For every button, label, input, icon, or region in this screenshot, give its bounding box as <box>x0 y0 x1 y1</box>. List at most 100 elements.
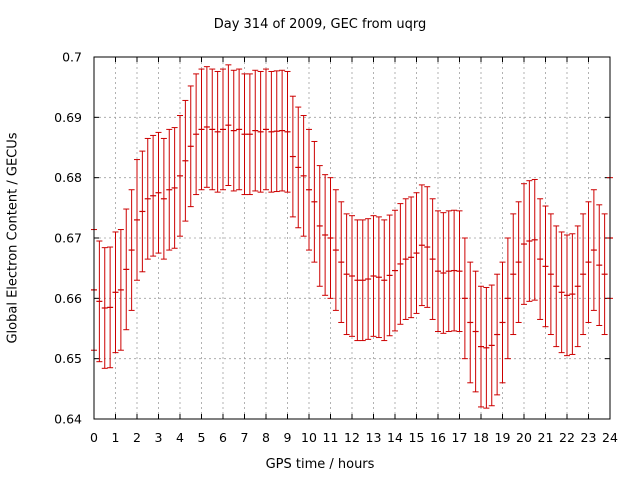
error-bar <box>209 68 216 191</box>
error-bar <box>413 192 420 314</box>
error-bar <box>381 219 388 342</box>
error-bar <box>241 73 248 196</box>
error-bar <box>166 128 173 251</box>
x-tick-label: 18 <box>473 430 489 445</box>
error-bar <box>590 189 597 311</box>
x-tick-label: 4 <box>176 430 184 445</box>
x-tick-label: 12 <box>344 430 360 445</box>
error-bar <box>295 106 302 229</box>
error-bar <box>499 261 506 384</box>
error-bar <box>510 213 517 336</box>
error-bar <box>580 213 587 336</box>
error-bar <box>311 140 318 263</box>
error-bar <box>220 68 226 191</box>
error-bar <box>569 233 576 355</box>
error-bar <box>472 270 479 393</box>
error-bar <box>203 66 210 188</box>
x-tick-label: 3 <box>155 430 163 445</box>
error-bar <box>332 189 339 311</box>
error-bar <box>478 285 484 408</box>
x-tick-label: 14 <box>387 430 403 445</box>
error-bar <box>542 205 549 328</box>
error-bar <box>144 137 151 260</box>
error-bar <box>558 231 565 354</box>
error-bar <box>564 234 570 357</box>
error-bar <box>128 189 135 311</box>
error-bar <box>467 261 474 384</box>
error-bar <box>359 219 366 342</box>
error-bar <box>504 237 511 360</box>
error-bar <box>408 196 415 319</box>
y-tick-label: 0.66 <box>54 291 82 306</box>
error-bar <box>461 237 468 360</box>
error-bar <box>107 246 114 369</box>
error-bar <box>101 247 108 369</box>
error-bar <box>429 198 436 320</box>
x-axis-label: GPS time / hours <box>265 457 375 472</box>
x-tick-label: 9 <box>284 430 292 445</box>
x-tick-label: 10 <box>301 430 317 445</box>
error-bar <box>494 273 501 396</box>
error-bar <box>596 204 603 326</box>
error-bar <box>435 210 441 333</box>
y-tick-label: 0.64 <box>54 412 82 427</box>
x-tick-label: 5 <box>198 430 206 445</box>
error-bar <box>187 85 194 208</box>
error-bar <box>225 64 232 187</box>
x-tick-label: 1 <box>112 430 120 445</box>
error-bar <box>553 225 560 348</box>
x-tick-label: 2 <box>133 430 141 445</box>
x-tick-label: 21 <box>538 430 554 445</box>
error-bar <box>343 213 350 336</box>
error-bar <box>488 284 495 407</box>
error-bar <box>257 70 264 193</box>
error-bar <box>531 178 538 301</box>
error-bar <box>236 68 243 191</box>
x-tick-label: 8 <box>262 430 270 445</box>
error-bar <box>284 70 291 193</box>
x-tick-label: 16 <box>430 430 446 445</box>
error-bar <box>338 201 345 323</box>
error-bar <box>182 99 189 222</box>
error-bar <box>193 73 200 196</box>
error-bars <box>91 64 613 409</box>
error-bar <box>123 208 130 331</box>
error-bar <box>268 70 275 193</box>
error-bar <box>451 209 458 332</box>
error-bar <box>537 198 544 320</box>
error-bar <box>483 286 490 409</box>
error-bar <box>585 201 592 323</box>
y-tick-label: 0.67 <box>54 231 82 246</box>
error-bar <box>386 214 393 337</box>
x-tick-label: 22 <box>559 430 575 445</box>
y-tick-label: 0.69 <box>54 110 82 125</box>
error-bar <box>289 95 296 218</box>
error-bar <box>418 184 425 307</box>
error-bar <box>134 159 140 281</box>
error-bar <box>316 165 323 287</box>
error-bar <box>150 134 157 257</box>
x-tick-label: 6 <box>219 430 227 445</box>
error-bar <box>424 186 431 308</box>
x-tick-label: 19 <box>495 430 511 445</box>
error-bar <box>521 183 527 305</box>
error-bar <box>96 240 103 363</box>
plot-frame <box>93 56 611 420</box>
error-bar <box>375 216 382 339</box>
axis-ticks: 0 1 2 3 4 5 6 7 8 9 10 11 12 13 14 15 16 17 18 19 20 21 22 23 24… <box>54 50 618 446</box>
error-bar <box>139 150 146 273</box>
error-bar <box>214 70 221 193</box>
x-tick-label: 20 <box>516 430 532 445</box>
error-bar <box>171 127 178 249</box>
error-bar <box>392 209 398 332</box>
x-tick-label: 7 <box>241 430 249 445</box>
x-tick-label: 15 <box>409 430 425 445</box>
error-bar <box>397 203 404 325</box>
error-bar <box>230 69 237 192</box>
y-tick-label: 0.7 <box>62 50 82 65</box>
error-bar <box>160 137 167 260</box>
error-bar <box>349 215 355 337</box>
error-bar <box>440 212 447 334</box>
error-bar <box>322 174 329 296</box>
x-tick-label: 13 <box>366 430 382 445</box>
